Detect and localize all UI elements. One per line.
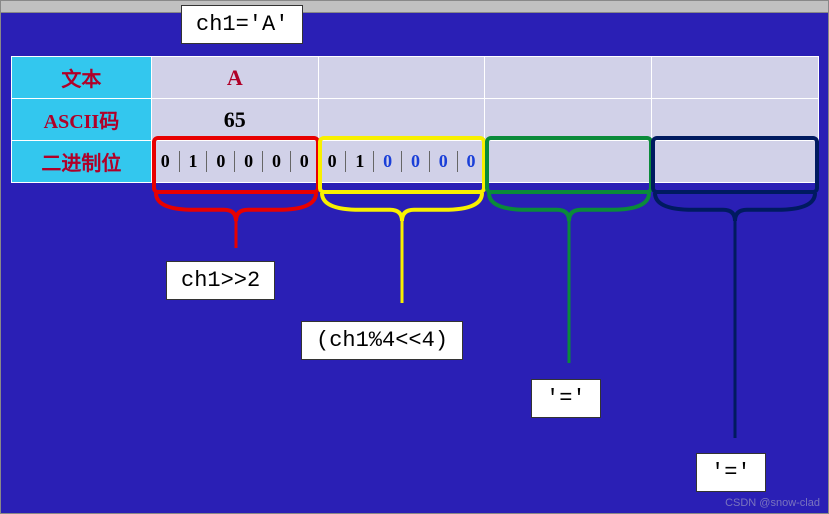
bit-cell: 0 [458,151,485,172]
table-row: 文本 A [12,57,819,99]
empty-cell [652,57,819,99]
empty-cell [485,57,652,99]
empty-cell [485,99,652,141]
bit-cell: 0 [235,151,263,172]
bit-group-0: 010000 [151,141,318,183]
watermark: CSDN @snow-clad [725,497,820,509]
bit-cell: 0 [430,151,458,172]
empty-cell [652,99,819,141]
bit-cell: 0 [152,151,180,172]
brace-label-3: '=' [696,453,766,492]
brace-3 [651,193,819,458]
brace-label-0: ch1>>2 [166,261,275,300]
bit-group-3 [652,141,819,183]
bit-cell: 0 [263,151,291,172]
value-text: A [151,57,318,99]
brace-label-2: '=' [531,379,601,418]
bit-cell: 0 [402,151,430,172]
row-label-ascii: ASCII码 [12,99,152,141]
empty-cell [318,99,485,141]
diagram-canvas: ch1='A' 文本 A ASCII码 65 二进制位 010000 01000… [0,0,829,514]
bit-cell: 0 [207,151,235,172]
brace-0 [152,193,320,268]
row-label-binary: 二进制位 [12,141,152,183]
value-ascii: 65 [151,99,318,141]
brace-2 [485,193,653,383]
window-titlebar [1,1,828,13]
brace-1 [318,193,486,323]
empty-cell [318,57,485,99]
brace-label-1: (ch1%4<<4) [301,321,463,360]
bit-cell: 0 [374,151,402,172]
title-code-badge: ch1='A' [181,5,303,44]
bit-cell: 1 [346,151,374,172]
bit-cell: 0 [319,151,347,172]
table-row: 二进制位 010000 010000 [12,141,819,183]
table-row: ASCII码 65 [12,99,819,141]
bit-cell: 1 [180,151,208,172]
row-label-text: 文本 [12,57,152,99]
bit-group-2 [485,141,652,183]
encoding-table: 文本 A ASCII码 65 二进制位 010000 010000 [11,56,819,183]
bit-group-1: 010000 [318,141,485,183]
bit-cell: 0 [291,151,318,172]
